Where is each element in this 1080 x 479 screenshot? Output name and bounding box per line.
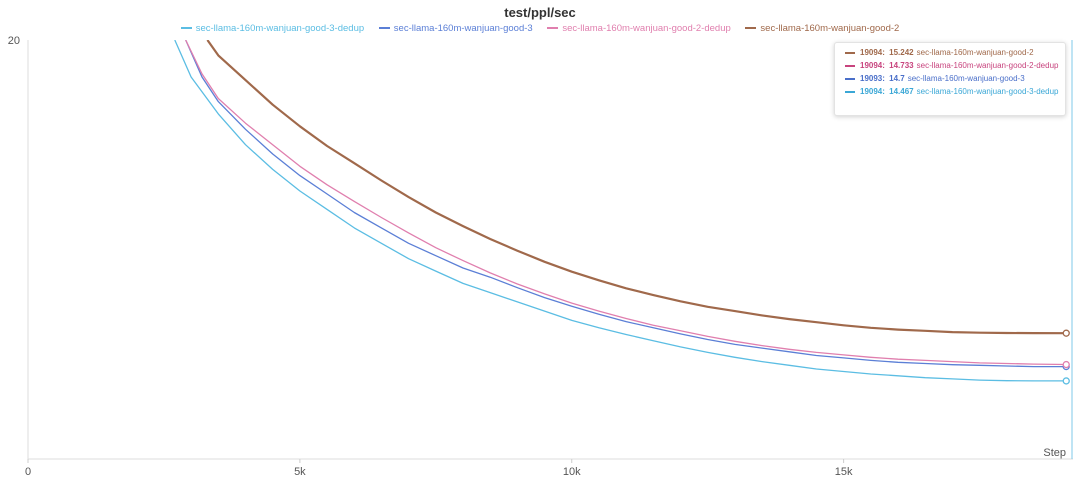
legend-label: sec-llama-160m-wanjuan-good-2 <box>760 23 900 34</box>
legend-item-good-2[interactable]: sec-llama-160m-wanjuan-good-2 <box>745 23 899 34</box>
x-axis-title: Step <box>1043 447 1066 459</box>
series-line-1 <box>185 40 1067 368</box>
chart-title: test/ppl/sec <box>504 5 576 20</box>
tooltip-value: 14.733 <box>886 61 914 70</box>
legend-item-good-2-dedup[interactable]: sec-llama-160m-wanjuan-good-2-dedup <box>547 23 731 34</box>
tooltip-swatch <box>845 51 855 54</box>
series-endpoint-2 <box>1062 360 1070 369</box>
series-line-2 <box>185 40 1067 366</box>
tooltip-row: 19093: 14.7 sec-llama-160m-wanjuan-good-3 <box>845 73 1025 85</box>
x-tick-label: 5k <box>294 466 306 478</box>
legend-item-good-3[interactable]: sec-llama-160m-wanjuan-good-3 <box>378 23 533 34</box>
legend-label: sec-llama-160m-wanjuan-good-3-dedup <box>195 23 365 34</box>
legend-swatch <box>547 27 559 30</box>
tooltip-step: 19094: <box>860 87 885 96</box>
legend-swatch <box>180 27 192 30</box>
series-line-3 <box>206 40 1067 335</box>
tooltip-series-name: sec-llama-160m-wanjuan-good-2 <box>916 48 1034 57</box>
tooltip-value: 14.7 <box>886 74 905 83</box>
tooltip-value: 14.467 <box>886 87 914 96</box>
tooltip-step: 19094: <box>860 61 885 70</box>
tooltip-series-name: sec-llama-160m-wanjuan-good-2-dedup <box>916 61 1059 70</box>
hover-tooltip: 19094: 15.242 sec-llama-160m-wanjuan-good… <box>834 42 1066 116</box>
tooltip-series-name: sec-llama-160m-wanjuan-good-3 <box>907 74 1025 83</box>
tooltip-series-name: sec-llama-160m-wanjuan-good-3-dedup <box>916 87 1059 96</box>
tooltip-row: 19094: 14.733 sec-llama-160m-wanjuan-good… <box>845 60 1058 72</box>
tooltip-step: 19094: <box>860 48 885 57</box>
tooltip-row: 19094: 14.467 sec-llama-160m-wanjuan-good… <box>845 86 1058 98</box>
legend-swatch <box>745 27 757 30</box>
tooltip-swatch <box>845 77 855 80</box>
legend-item-good-3-dedup[interactable]: sec-llama-160m-wanjuan-good-3-dedup <box>180 23 365 34</box>
tooltip-row: 19094: 15.242 sec-llama-160m-wanjuan-good… <box>845 47 1034 59</box>
tooltip-step: 19093: <box>860 74 885 83</box>
x-tick-label: 10k <box>563 466 581 478</box>
series-lines <box>174 40 1070 385</box>
x-tick-label: 15k <box>835 466 853 478</box>
series-endpoint-3 <box>1062 329 1070 337</box>
legend-label: sec-llama-160m-wanjuan-good-3 <box>393 23 533 34</box>
series-line-0 <box>174 40 1067 382</box>
legend-label: sec-llama-160m-wanjuan-good-2-dedup <box>562 23 731 34</box>
tooltip-value: 15.242 <box>886 48 914 57</box>
legend-swatch <box>378 27 390 30</box>
x-tick-label: 0 <box>25 466 31 478</box>
y-tick-group: 20 <box>8 35 20 47</box>
x-tick-group: 0 5k 10k 15k <box>25 459 853 478</box>
tooltip-swatch <box>845 64 855 67</box>
y-tick-label: 20 <box>8 35 20 47</box>
tooltip-swatch <box>845 90 855 93</box>
legend: sec-llama-160m-wanjuan-good-3-dedup sec-… <box>0 23 1080 34</box>
series-endpoint-0 <box>1062 377 1070 385</box>
